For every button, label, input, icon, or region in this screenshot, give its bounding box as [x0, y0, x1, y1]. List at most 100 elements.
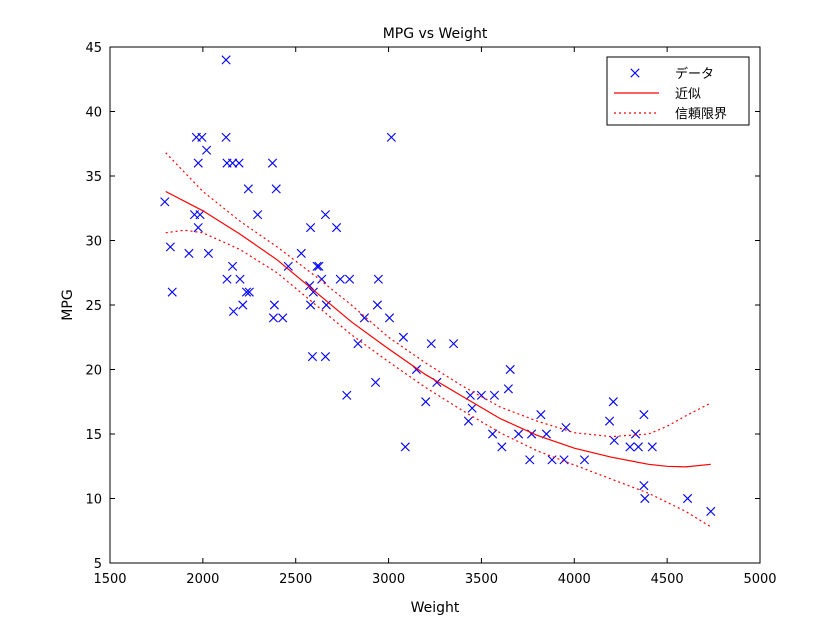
legend-item-bounds: 信頼限界 [614, 107, 727, 122]
data-point [370, 377, 381, 387]
data-point [197, 132, 207, 142]
x-tick-label: 1500 [93, 572, 126, 587]
data-point [400, 442, 410, 452]
data-point [505, 364, 515, 375]
data-point [222, 274, 232, 284]
data-point [203, 248, 214, 258]
legend-label: データ [675, 66, 714, 82]
data-point [344, 274, 355, 284]
data-point [639, 481, 649, 491]
data-point [312, 261, 322, 271]
data-point [640, 493, 650, 504]
data-point [525, 455, 535, 465]
data-point [227, 158, 238, 168]
data-point [706, 506, 716, 516]
upper-bound-line [165, 152, 712, 438]
data-point [561, 422, 571, 433]
series-layer [160, 55, 716, 528]
y-tick-label: 10 [85, 493, 102, 508]
data-point [476, 390, 487, 400]
axis-ticks: 1500 2000 2500 3000 3500 4000 4500 5000 5 10 15 20 2… [85, 41, 776, 587]
scatter-series [160, 55, 716, 516]
x-axis-title: Weight [411, 600, 460, 616]
data-point [184, 248, 194, 258]
x-tick-label: 3000 [372, 572, 405, 587]
data-point [317, 274, 327, 284]
data-point [359, 313, 370, 323]
data-point [384, 313, 395, 323]
data-point [320, 210, 331, 220]
legend-item-fit: 近似 [614, 87, 701, 102]
data-point [221, 55, 231, 65]
data-point [244, 287, 254, 297]
data-point [630, 429, 641, 439]
data-point [353, 339, 363, 349]
y-axis-title: MPG [60, 289, 76, 320]
legend-label: 近似 [675, 87, 701, 102]
data-point [193, 223, 203, 233]
data-point [487, 429, 498, 439]
data-point [321, 300, 331, 310]
data-point [426, 339, 436, 349]
x-tick-label: 5000 [743, 572, 776, 587]
data-point [541, 429, 552, 439]
data-point [386, 132, 396, 142]
data-point [647, 442, 657, 452]
data-point [160, 197, 170, 207]
data-point [307, 352, 318, 362]
data-point [503, 384, 513, 394]
y-tick-label: 40 [85, 106, 102, 121]
x-tick-label: 2500 [279, 572, 312, 587]
data-point [195, 210, 205, 220]
data-point [268, 313, 279, 323]
data-point [278, 313, 288, 323]
y-tick-label: 15 [85, 428, 102, 443]
data-point [335, 274, 345, 284]
data-point [331, 223, 342, 233]
data-point [608, 397, 618, 407]
x-tick-label: 4500 [651, 572, 684, 587]
legend-label: 信頼限界 [675, 107, 727, 122]
data-point [271, 184, 281, 194]
y-tick-label: 30 [85, 235, 102, 250]
y-tick-label: 35 [85, 170, 102, 185]
data-point [267, 158, 278, 168]
data-point [513, 429, 524, 439]
lower-bound-line [165, 229, 712, 528]
data-point [221, 132, 231, 142]
plot-area [109, 46, 761, 564]
legend-item-data: データ [630, 66, 714, 82]
data-point [305, 223, 316, 233]
y-tick-label: 45 [85, 41, 102, 56]
data-point [235, 274, 245, 284]
data-point [372, 300, 383, 310]
data-point [305, 281, 315, 291]
data-point [308, 287, 318, 297]
data-point [682, 493, 693, 504]
data-point [283, 261, 293, 271]
data-point [604, 416, 615, 426]
data-point [609, 435, 619, 446]
data-point [238, 300, 248, 310]
data-point [489, 390, 500, 400]
y-tick-label: 25 [85, 299, 102, 314]
data-point [625, 442, 635, 452]
data-point [497, 442, 507, 452]
data-point [342, 390, 352, 400]
legend-marker [630, 68, 640, 78]
data-point [467, 403, 477, 413]
data-point [398, 332, 409, 342]
data-point [314, 261, 324, 271]
y-tick-label: 20 [85, 364, 102, 379]
data-point [253, 210, 263, 220]
x-tick-label: 4000 [558, 572, 591, 587]
data-point [639, 410, 649, 420]
data-point [448, 339, 459, 349]
data-point [241, 287, 252, 297]
data-point [373, 274, 383, 284]
data-point [227, 261, 238, 271]
x-tick-label: 3500 [465, 572, 498, 587]
data-point [165, 242, 175, 252]
